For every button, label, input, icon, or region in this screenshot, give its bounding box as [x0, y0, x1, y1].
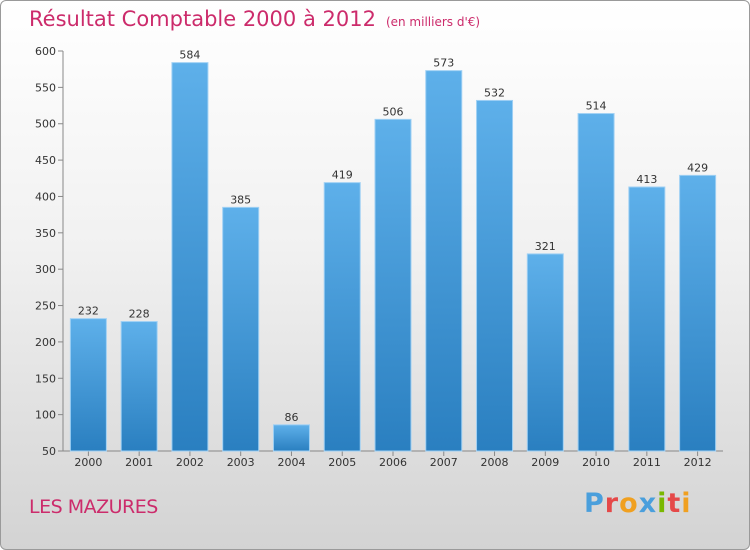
x-tick-label-2002: 2002 — [176, 456, 204, 469]
value-label-2001: 228 — [129, 308, 150, 321]
y-tick-label: 550 — [35, 81, 56, 94]
bar-2003 — [222, 206, 260, 452]
value-label-2010: 514 — [586, 100, 607, 113]
chart-subtitle: (en milliers d'€) — [385, 15, 481, 29]
x-tick-label-2005: 2005 — [328, 456, 356, 469]
chart-axes: 50 100 150 200 250 300 350 400 450 500 550 600 2000 2… — [35, 45, 723, 469]
bar-2012 — [679, 174, 717, 452]
y-tick-label: 50 — [42, 445, 56, 458]
x-tick-label-2012: 2012 — [684, 456, 712, 469]
y-tick-label: 200 — [35, 336, 56, 349]
y-tick-label: 250 — [35, 300, 56, 313]
y-tick-label: 150 — [35, 372, 56, 385]
value-label-2004: 86 — [284, 411, 298, 424]
bar-2007 — [425, 70, 463, 452]
value-label-2005: 419 — [332, 169, 353, 182]
chart-bars — [69, 62, 717, 452]
logo-letter: o — [619, 488, 639, 519]
value-label-2003: 385 — [230, 193, 251, 206]
logo-letter: r — [604, 488, 620, 519]
bar-2002 — [171, 62, 209, 452]
value-label-2012: 429 — [687, 161, 708, 174]
x-tick-label-2004: 2004 — [277, 456, 305, 469]
x-tick-label-2008: 2008 — [481, 456, 509, 469]
value-label-2000: 232 — [78, 305, 99, 318]
value-label-2007: 573 — [433, 57, 454, 70]
bar-2004 — [272, 424, 310, 452]
value-label-2002: 584 — [179, 49, 200, 62]
x-tick-label-2006: 2006 — [379, 456, 407, 469]
x-tick-label-2001: 2001 — [125, 456, 153, 469]
x-tick-label-2000: 2000 — [74, 456, 102, 469]
value-label-2011: 413 — [636, 173, 657, 186]
bar-2006 — [374, 118, 412, 452]
value-label-2008: 532 — [484, 86, 505, 99]
bar-2008 — [476, 99, 514, 452]
commune-name: LES MAZURES — [29, 496, 158, 518]
chart-labels: 232 228 584 385 86 419 506 573 532 321 514 413 429 — [78, 49, 708, 424]
y-tick-label: 300 — [35, 263, 56, 276]
y-tick-label: 500 — [35, 118, 56, 131]
logo-letter: i — [657, 488, 668, 519]
y-tick-label: 450 — [35, 154, 56, 167]
x-tick-label-2010: 2010 — [582, 456, 610, 469]
y-tick-label: 600 — [35, 45, 56, 58]
proxiti-logo[interactable]: Proxiti — [584, 488, 692, 519]
bar-2010 — [577, 113, 615, 452]
chart-title: Résultat Comptable 2000 à 2012 (en millie… — [29, 7, 480, 31]
logo-letter: x — [638, 488, 658, 519]
x-tick-label-2007: 2007 — [430, 456, 458, 469]
bar-2001 — [120, 321, 158, 452]
y-tick-label: 350 — [35, 227, 56, 240]
value-label-2009: 321 — [535, 240, 556, 253]
bar-2000 — [69, 318, 107, 452]
bar-2005 — [323, 182, 361, 452]
logo-letter: i — [681, 488, 692, 519]
x-tick-label-2011: 2011 — [633, 456, 661, 469]
chart-title-text: Résultat Comptable 2000 à 2012 — [29, 7, 376, 31]
value-label-2006: 506 — [383, 105, 404, 118]
bar-2009 — [526, 253, 564, 452]
logo-letter: P — [584, 488, 605, 519]
y-tick-label: 100 — [35, 409, 56, 422]
bar-2011 — [628, 186, 666, 452]
x-tick-label-2003: 2003 — [227, 456, 255, 469]
logo-letter: t — [667, 488, 682, 519]
x-tick-label-2009: 2009 — [531, 456, 559, 469]
y-tick-label: 400 — [35, 190, 56, 203]
